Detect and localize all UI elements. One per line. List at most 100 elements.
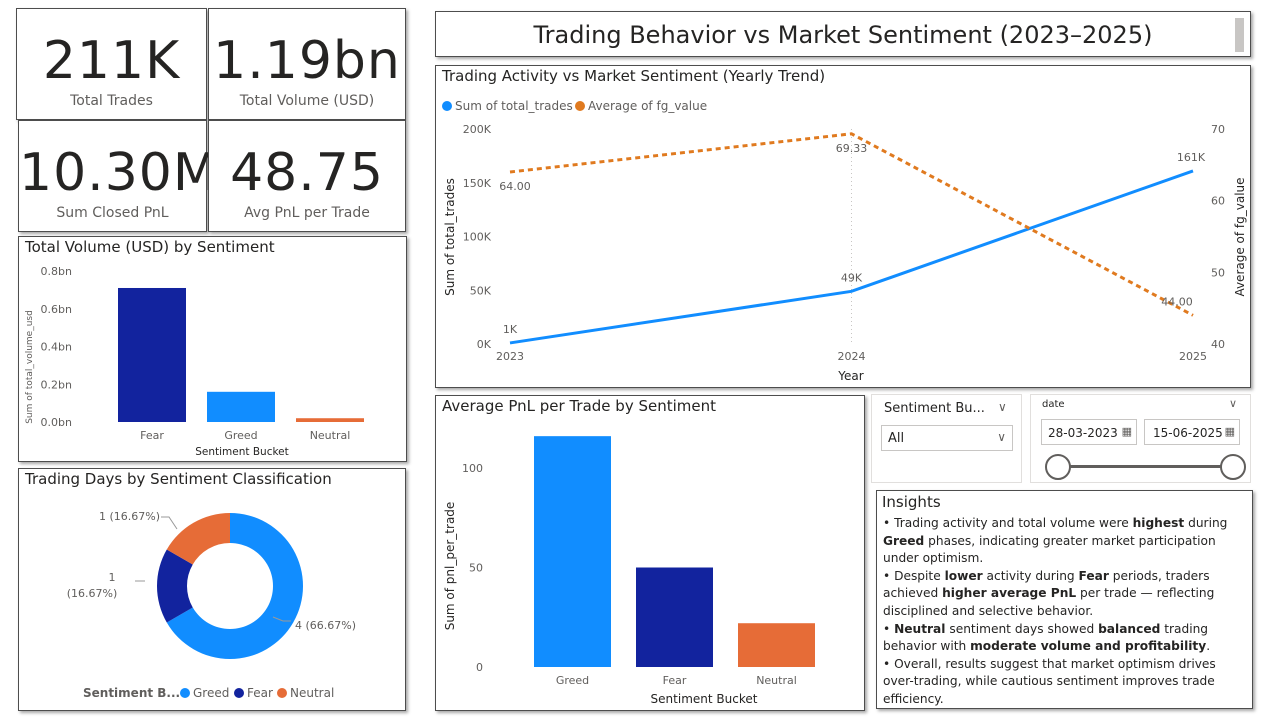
date-end-value: 15-06-2025	[1153, 426, 1223, 440]
legend-item-trades[interactable]: Sum of total_trades	[455, 99, 573, 113]
trend-chart: Sum of total_trades Average of fg_value …	[442, 99, 1247, 383]
page-header: Trading Behavior vs Market Sentiment (20…	[435, 11, 1251, 57]
y-axis-label: Sum of total_volume_usd	[25, 310, 35, 424]
kpi-card-total-trades[interactable]: 211K Total Trades	[16, 8, 207, 120]
calendar-icon[interactable]: ▦	[1121, 425, 1132, 438]
insight-item: • Trading activity and total volume were…	[883, 516, 1228, 566]
slicer-title: date	[1042, 399, 1065, 410]
y-tick-label-left: 100K	[463, 231, 492, 244]
date-start-input[interactable]: 28-03-2023 ▦	[1041, 419, 1137, 445]
legend-item-fg[interactable]: Average of fg_value	[588, 99, 707, 113]
donut-label-greed: 4 (66.67%)	[295, 619, 356, 632]
x-tick-label: 2023	[496, 350, 524, 363]
x-tick-label: Neutral	[756, 674, 797, 687]
kpi-value: 10.30M	[19, 143, 219, 203]
legend-item-greed[interactable]: Greed	[193, 686, 229, 700]
volume-chart-panel[interactable]: Total Volume (USD) by Sentiment Sum of t…	[18, 236, 407, 462]
page-title: Trading Behavior vs Market Sentiment (20…	[533, 21, 1153, 49]
series-line-fg[interactable]	[509, 132, 1194, 317]
calendar-icon[interactable]: ▦	[1224, 425, 1235, 438]
y-tick-label-left: 50K	[470, 284, 492, 297]
pnl-chart-panel[interactable]: Average PnL per Trade by Sentiment Sum o…	[435, 395, 865, 711]
x-tick-label: Neutral	[310, 429, 351, 442]
kpi-label: Total Volume (USD)	[239, 93, 375, 109]
x-tick-label: Fear	[140, 429, 164, 442]
kpi-label: Sum Closed PnL	[56, 205, 169, 221]
insights-body: • Trading activity and total volume were…	[883, 515, 1244, 709]
x-tick-label: Greed	[224, 429, 257, 442]
chart-title: Total Volume (USD) by Sentiment	[25, 238, 275, 256]
bar-fear[interactable]	[118, 287, 186, 422]
chevron-down-icon: ∨	[997, 430, 1006, 444]
y-axis-label: Sum of pnl_per_trade	[443, 502, 457, 631]
y-tick-label: 0	[476, 661, 483, 674]
y-axis-label-right: Average of fg_value	[1233, 177, 1247, 296]
volume-chart: Sum of total_volume_usd 0.0bn 0.2bn 0.4bn 0…	[25, 265, 364, 458]
kpi-card-sum-closed-pnl[interactable]: 10.30M Sum Closed PnL	[18, 120, 219, 232]
bar-fear[interactable]	[636, 567, 713, 668]
y-tick-label: 0.0bn	[41, 416, 72, 429]
donut-label-fear-pct: (16.67%)	[67, 587, 118, 600]
donut-slice-fear[interactable]	[157, 549, 193, 623]
kpi-value: 211K	[42, 31, 181, 91]
chart-title: Trading Days by Sentiment Classification	[25, 470, 332, 488]
bar-greed[interactable]	[534, 436, 611, 667]
y-tick-label-left: 0K	[477, 338, 492, 351]
insight-item: • Despite lower activity during Fear per…	[883, 568, 1215, 618]
donut-slice-greed[interactable]	[166, 513, 303, 659]
data-label-fg: 44.00	[1161, 295, 1193, 308]
y-tick-label-right: 70	[1211, 123, 1225, 136]
bar-neutral[interactable]	[738, 623, 815, 667]
legend-title: Sentiment B...	[83, 686, 180, 700]
date-slicer: date ∨ 28-03-2023 ▦ 15-06-2025 ▦	[1030, 394, 1251, 483]
y-tick-label: 0.8bn	[41, 265, 72, 278]
sentiment-dropdown[interactable]: All ∨	[881, 425, 1013, 451]
insights-title: Insights	[882, 493, 941, 511]
bar-greed[interactable]	[207, 391, 275, 422]
date-range-handle-end[interactable]	[1220, 454, 1246, 480]
y-tick-label-right: 60	[1211, 195, 1225, 208]
date-start-value: 28-03-2023	[1048, 426, 1118, 440]
donut-chart-panel[interactable]: Trading Days by Sentiment Classification…	[18, 468, 406, 711]
x-tick-label: Greed	[556, 674, 589, 687]
leader-line-greed	[272, 616, 291, 622]
chevron-down-icon[interactable]: ∨	[998, 400, 1007, 414]
date-end-input[interactable]: 15-06-2025 ▦	[1144, 419, 1240, 445]
trend-chart-panel[interactable]: Trading Activity vs Market Sentiment (Ye…	[435, 65, 1251, 388]
legend-marker-trades	[442, 101, 452, 111]
donut-slice-neutral[interactable]	[166, 513, 230, 565]
kpi-label: Avg PnL per Trade	[244, 205, 370, 221]
legend-marker-neutral	[277, 688, 287, 698]
legend-marker-fear	[234, 688, 244, 698]
kpi-value: 1.19bn	[213, 31, 401, 91]
chart-title: Average PnL per Trade by Sentiment	[442, 397, 716, 415]
legend-item-neutral[interactable]: Neutral	[290, 686, 334, 700]
donut-label-neutral: 1 (16.67%)	[99, 510, 160, 523]
y-axis-label-left: Sum of total_trades	[443, 178, 457, 296]
bar-neutral[interactable]	[296, 418, 364, 422]
kpi-card-total-volume[interactable]: 1.19bn Total Volume (USD)	[208, 8, 406, 120]
legend-item-fear[interactable]: Fear	[247, 686, 273, 700]
scrollbar[interactable]	[1235, 18, 1244, 52]
insights-panel: Insights • Trading activity and total vo…	[876, 490, 1253, 709]
date-range-track[interactable]	[1057, 465, 1233, 468]
donut-chart: 4 (66.67%) 1 (16.67%) 1 (16.67%) Sentime…	[67, 510, 356, 700]
data-label-trades: 1K	[503, 323, 518, 336]
x-axis-label: Sentiment Bucket	[195, 446, 289, 458]
y-tick-label-right: 40	[1211, 338, 1225, 351]
chevron-down-icon[interactable]: ∨	[1229, 397, 1238, 410]
kpi-value: 48.75	[230, 143, 384, 203]
date-range-handle-start[interactable]	[1045, 454, 1071, 480]
pnl-chart: Sum of pnl_per_trade 0 50 100 Greed Fear Neu…	[443, 436, 815, 706]
kpi-card-avg-pnl[interactable]: 48.75 Avg PnL per Trade	[208, 120, 406, 232]
legend-marker-fg	[575, 101, 585, 111]
y-tick-label-left: 150K	[463, 177, 492, 190]
y-tick-label: 0.6bn	[41, 303, 72, 316]
data-label-fg: 64.00	[499, 180, 531, 193]
x-tick-label: 2025	[1179, 350, 1207, 363]
x-tick-label: Fear	[663, 674, 687, 687]
series-line-trades[interactable]	[509, 169, 1194, 345]
y-tick-label-left: 200K	[463, 123, 492, 136]
sentiment-slicer: Sentiment Bu... ∨ All ∨	[871, 394, 1022, 483]
insight-item: • Neutral sentiment days showed balanced…	[883, 621, 1211, 654]
